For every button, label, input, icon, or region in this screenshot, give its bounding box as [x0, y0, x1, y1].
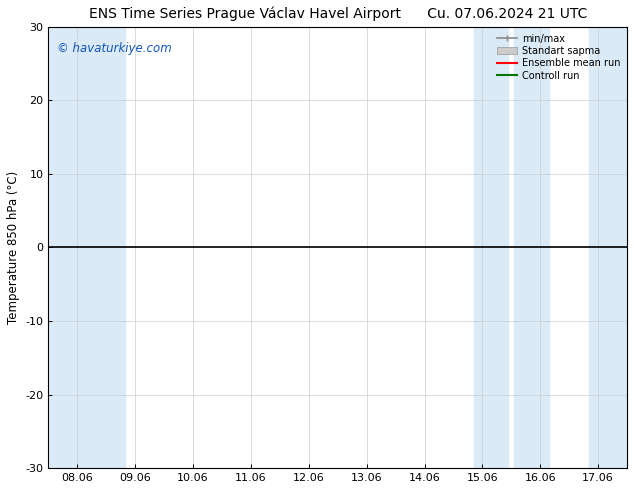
Bar — [514, 27, 549, 468]
Text: © havaturkiye.com: © havaturkiye.com — [57, 42, 172, 55]
Legend: min/max, Standart sapma, Ensemble mean run, Controll run: min/max, Standart sapma, Ensemble mean r… — [496, 32, 622, 83]
Y-axis label: Temperature 850 hPa (°C): Temperature 850 hPa (°C) — [7, 171, 20, 324]
Bar — [48, 27, 125, 468]
Bar — [474, 27, 508, 468]
Bar — [590, 27, 627, 468]
Title: ENS Time Series Prague Václav Havel Airport      Cu. 07.06.2024 21 UTC: ENS Time Series Prague Václav Havel Airp… — [89, 7, 587, 22]
